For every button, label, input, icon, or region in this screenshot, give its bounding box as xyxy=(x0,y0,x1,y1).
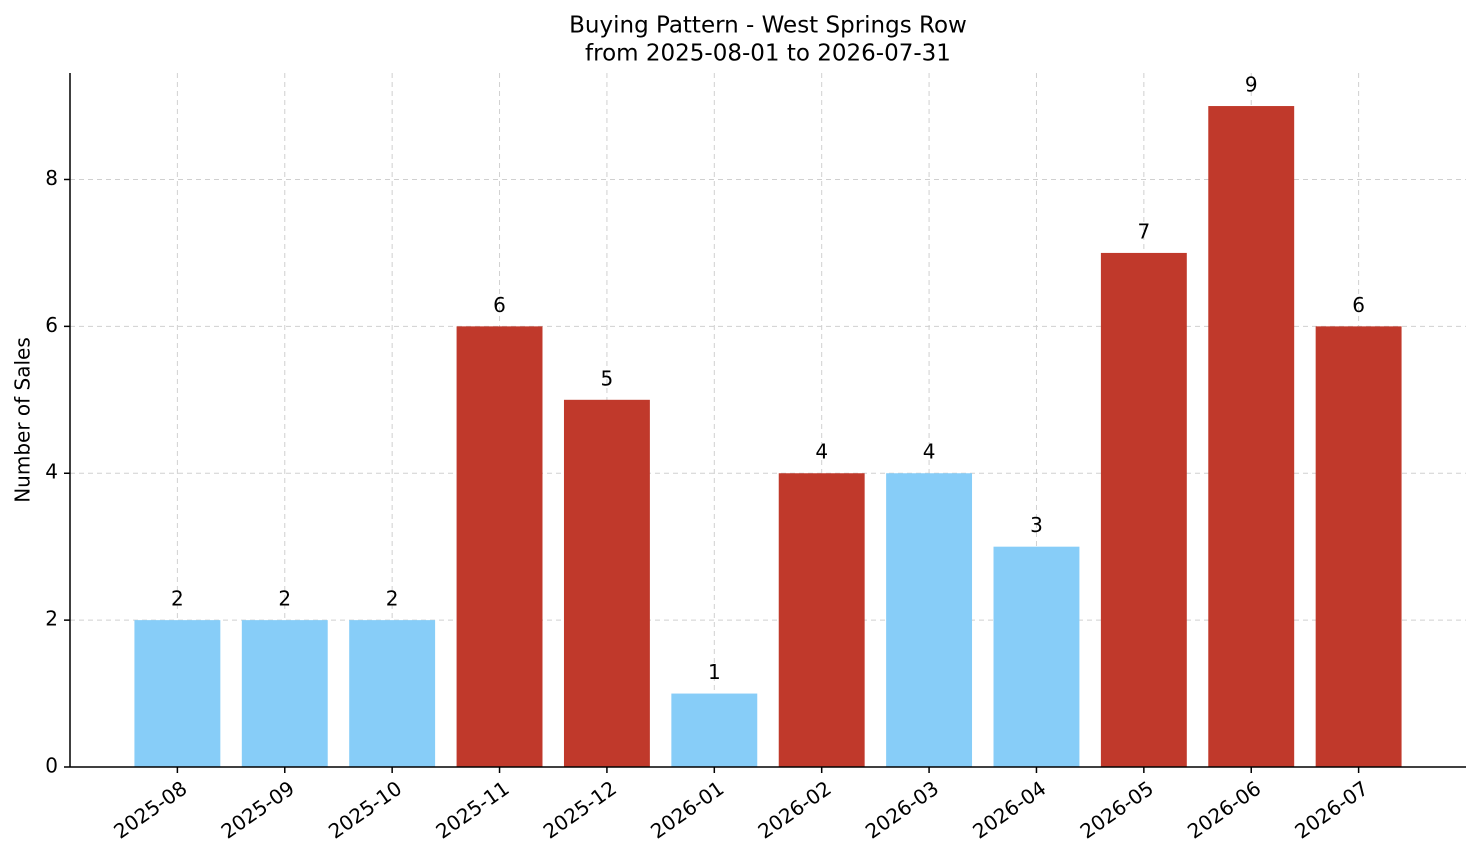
x-tick-label: 2025-09 xyxy=(217,776,299,844)
value-label: 6 xyxy=(493,293,506,317)
value-label: 7 xyxy=(1137,219,1150,243)
bar xyxy=(349,620,436,767)
x-tick-label: 2026-02 xyxy=(753,776,835,844)
x-tick-label: 2026-01 xyxy=(646,776,728,844)
x-tick-label: 2026-03 xyxy=(861,776,943,844)
y-tick-label: 4 xyxy=(45,460,58,484)
bar xyxy=(241,620,328,767)
x-tick-label: 2025-08 xyxy=(109,776,191,844)
bar xyxy=(886,473,973,767)
value-label: 1 xyxy=(708,660,721,684)
y-axis-label: Number of Sales xyxy=(11,337,35,503)
bar xyxy=(778,473,865,767)
bar xyxy=(456,326,543,767)
value-label: 2 xyxy=(386,587,399,611)
value-label: 4 xyxy=(815,440,828,464)
y-tick-label: 8 xyxy=(45,166,58,190)
value-label: 6 xyxy=(1352,293,1365,317)
x-tick-label: 2025-10 xyxy=(324,776,406,844)
value-label: 2 xyxy=(171,587,184,611)
value-label: 9 xyxy=(1245,73,1258,97)
bar xyxy=(563,399,650,767)
chart-subtitle: from 2025-08-01 to 2026-07-31 xyxy=(585,41,951,67)
bar xyxy=(1100,252,1187,768)
y-tick-label: 6 xyxy=(45,313,58,337)
value-label: 2 xyxy=(278,587,291,611)
bar xyxy=(1315,326,1402,767)
chart-title: Buying Pattern - West Springs Row xyxy=(569,13,967,39)
x-tick-label: 2026-06 xyxy=(1183,776,1265,844)
value-label: 4 xyxy=(923,440,936,464)
value-label: 5 xyxy=(601,366,614,390)
bar xyxy=(1208,106,1295,768)
y-tick-label: 0 xyxy=(45,754,58,778)
y-tick-label: 2 xyxy=(45,607,58,631)
x-tick-label: 2026-05 xyxy=(1076,776,1158,844)
bar xyxy=(134,620,221,767)
x-tick-label: 2025-12 xyxy=(539,776,621,844)
bar xyxy=(671,693,758,767)
x-tick-label: 2026-07 xyxy=(1290,776,1372,844)
bar xyxy=(993,546,1080,767)
x-tick-label: 2026-04 xyxy=(968,776,1050,844)
value-label: 3 xyxy=(1030,513,1043,537)
x-tick-label: 2025-11 xyxy=(431,776,513,844)
